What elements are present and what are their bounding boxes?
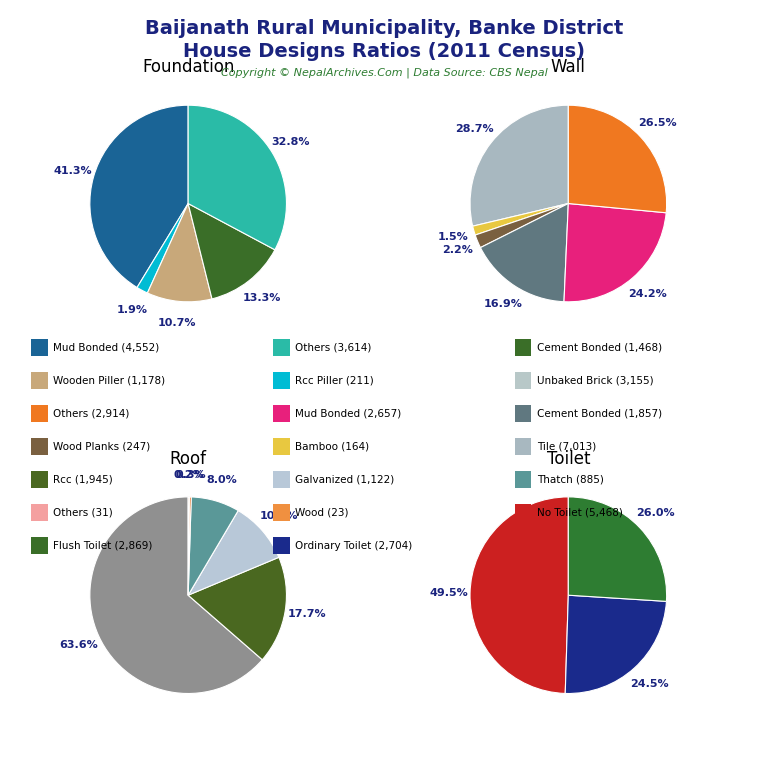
Title: Wall: Wall [551,58,586,76]
Text: Thatch (885): Thatch (885) [537,475,604,485]
Text: Ordinary Toilet (2,704): Ordinary Toilet (2,704) [295,541,412,551]
Text: Cement Bonded (1,468): Cement Bonded (1,468) [537,343,662,353]
Wedge shape [90,497,263,694]
Text: Baijanath Rural Municipality, Banke District: Baijanath Rural Municipality, Banke Dist… [145,19,623,38]
Wedge shape [137,204,188,293]
Text: Rcc Piller (211): Rcc Piller (211) [295,376,374,386]
Text: Flush Toilet (2,869): Flush Toilet (2,869) [53,541,152,551]
Wedge shape [564,204,666,302]
Wedge shape [188,511,279,595]
Wedge shape [188,105,286,250]
Text: 1.9%: 1.9% [117,304,147,315]
Wedge shape [568,497,667,601]
Text: Bamboo (164): Bamboo (164) [295,442,369,452]
Wedge shape [90,105,188,287]
Text: Cement Bonded (1,857): Cement Bonded (1,857) [537,409,662,419]
Text: Mud Bonded (2,657): Mud Bonded (2,657) [295,409,401,419]
Text: 17.7%: 17.7% [287,609,326,619]
Text: Others (3,614): Others (3,614) [295,343,371,353]
Text: Unbaked Brick (3,155): Unbaked Brick (3,155) [537,376,654,386]
Text: 41.3%: 41.3% [53,166,92,176]
Text: Galvanized (1,122): Galvanized (1,122) [295,475,394,485]
Title: Toilet: Toilet [547,450,590,468]
Text: 2.2%: 2.2% [442,245,473,255]
Text: 28.7%: 28.7% [455,124,494,134]
Text: 26.5%: 26.5% [637,118,677,127]
Wedge shape [188,558,286,660]
Wedge shape [475,204,568,247]
Text: Wooden Piller (1,178): Wooden Piller (1,178) [53,376,165,386]
Wedge shape [147,204,212,302]
Text: Wood Planks (247): Wood Planks (247) [53,442,151,452]
Text: 8.0%: 8.0% [207,475,237,485]
Text: 0.3%: 0.3% [175,470,206,480]
Wedge shape [470,497,568,694]
Wedge shape [568,105,667,213]
Text: 10.2%: 10.2% [260,511,298,521]
Text: Wood (23): Wood (23) [295,508,349,518]
Text: Tile (7,013): Tile (7,013) [537,442,596,452]
Text: 26.0%: 26.0% [637,508,675,518]
Text: Mud Bonded (4,552): Mud Bonded (4,552) [53,343,159,353]
Wedge shape [188,204,275,299]
Text: 16.9%: 16.9% [484,300,522,310]
Text: 24.2%: 24.2% [627,289,667,299]
Text: 63.6%: 63.6% [60,640,98,650]
Text: Others (2,914): Others (2,914) [53,409,129,419]
Wedge shape [188,497,190,595]
Text: 0.2%: 0.2% [174,470,204,480]
Text: 1.5%: 1.5% [438,232,468,242]
Text: 10.7%: 10.7% [158,318,197,328]
Wedge shape [188,497,238,595]
Text: 49.5%: 49.5% [429,588,468,598]
Wedge shape [470,105,568,226]
Text: Copyright © NepalArchives.Com | Data Source: CBS Nepal: Copyright © NepalArchives.Com | Data Sou… [220,68,548,78]
Wedge shape [188,497,191,595]
Text: 24.5%: 24.5% [630,679,668,689]
Wedge shape [472,204,568,235]
Text: 32.8%: 32.8% [272,137,310,147]
Wedge shape [481,204,568,302]
Text: Rcc (1,945): Rcc (1,945) [53,475,113,485]
Text: 13.3%: 13.3% [243,293,281,303]
Title: Foundation: Foundation [142,58,234,76]
Text: No Toilet (5,468): No Toilet (5,468) [537,508,623,518]
Text: House Designs Ratios (2011 Census): House Designs Ratios (2011 Census) [183,42,585,61]
Wedge shape [565,595,667,694]
Text: Others (31): Others (31) [53,508,113,518]
Title: Roof: Roof [170,450,207,468]
